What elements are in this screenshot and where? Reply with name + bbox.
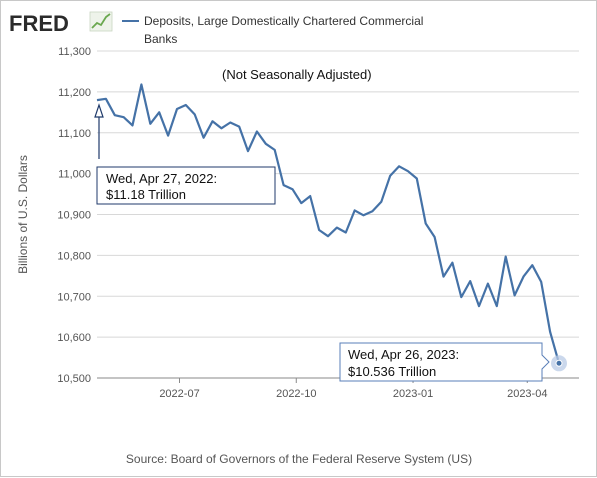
fred-sparkline-icon	[89, 11, 113, 32]
legend: Deposits, Large Domestically Chartered C…	[122, 14, 423, 46]
y-tick-label: 10,600	[57, 332, 91, 344]
y-tick-label: 10,900	[57, 210, 91, 222]
fred-logo[interactable]: FRED	[9, 11, 113, 36]
last-data-point[interactable]	[555, 359, 563, 367]
fred-logo-text: FRED	[9, 11, 69, 36]
seasonal-adjustment-note: (Not Seasonally Adjusted)	[222, 67, 372, 82]
y-tick-label: 11,000	[58, 169, 91, 181]
y-tick-label: 10,800	[57, 250, 91, 262]
x-tick-label: 2022-10	[276, 388, 316, 400]
x-tick-label: 2023-04	[507, 388, 547, 400]
source-note: Source: Board of Governors of the Federa…	[126, 452, 472, 466]
gridlines	[97, 50, 579, 379]
x-tick-label: 2022-07	[159, 388, 199, 400]
y-axis-title: Billions of U.S. Dollars	[16, 155, 30, 274]
legend-label-line1: Deposits, Large Domestically Chartered C…	[144, 14, 423, 28]
y-axis-ticks: 10,500 10,600 10,700 10,800 10,900 11,000 11,1…	[57, 46, 91, 385]
x-tick-label: 2023-01	[393, 388, 433, 400]
start-callout-value: $11.18 Trillion	[106, 187, 186, 202]
start-callout-date: Wed, Apr 27, 2022:	[106, 171, 217, 186]
y-tick-label: 11,200	[58, 87, 91, 99]
start-callout-box	[96, 166, 276, 205]
y-tick-label: 11,300	[58, 46, 91, 58]
start-arrow-icon	[94, 103, 104, 159]
series-line[interactable]	[96, 83, 561, 364]
end-callout-date: Wed, Apr 26, 2023:	[348, 347, 459, 362]
end-callout-value: $10.536 Trillion	[348, 364, 436, 379]
y-tick-label: 10,500	[57, 373, 91, 385]
start-callout: Wed, Apr 27, 2022: $11.18 Trillion	[94, 103, 276, 205]
x-axis-ticks: 2022-07 2022-10 2023-01 2023-04	[159, 378, 547, 400]
legend-label-line2: Banks	[144, 32, 177, 46]
end-callout: Wed, Apr 26, 2023: $10.536 Trillion	[339, 342, 550, 382]
series-layer	[96, 83, 567, 372]
y-tick-label: 11,100	[58, 128, 91, 140]
end-callout-box	[339, 342, 550, 382]
y-tick-label: 10,700	[57, 291, 91, 303]
